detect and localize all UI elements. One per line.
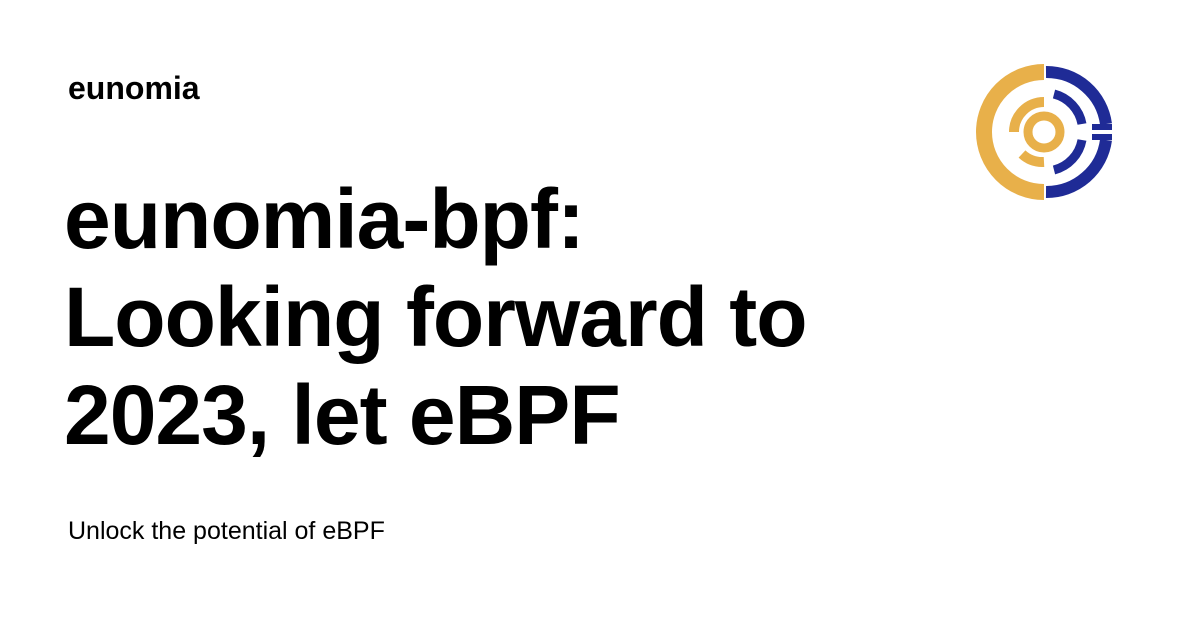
- logo-gold-middle-arc: [1009, 97, 1045, 133]
- post-description: Unlock the potential of eBPF: [68, 517, 385, 545]
- logo-gold-inner-ring: [1023, 111, 1065, 153]
- logo-gold-outer-arc: [976, 64, 1045, 200]
- logo-navy-middle-arc-lower: [1052, 138, 1087, 175]
- post-title-line-2: Looking forward to: [64, 270, 808, 364]
- logo-navy-outer-arc: [1045, 65, 1112, 126]
- eunomia-logo-icon: [976, 64, 1112, 200]
- logo-navy-middle-arc: [1052, 89, 1087, 126]
- post-title-line-1: eunomia-bpf:: [64, 172, 585, 266]
- post-title-line-3: 2023, let eBPF: [64, 368, 621, 462]
- logo-gold-lower-arc: [1018, 150, 1045, 168]
- logo-navy-outer-arc-lower: [1045, 138, 1112, 199]
- site-name: eunomia: [68, 70, 200, 106]
- post-title: eunomia-bpf: Looking forward to 2023, le…: [64, 170, 944, 464]
